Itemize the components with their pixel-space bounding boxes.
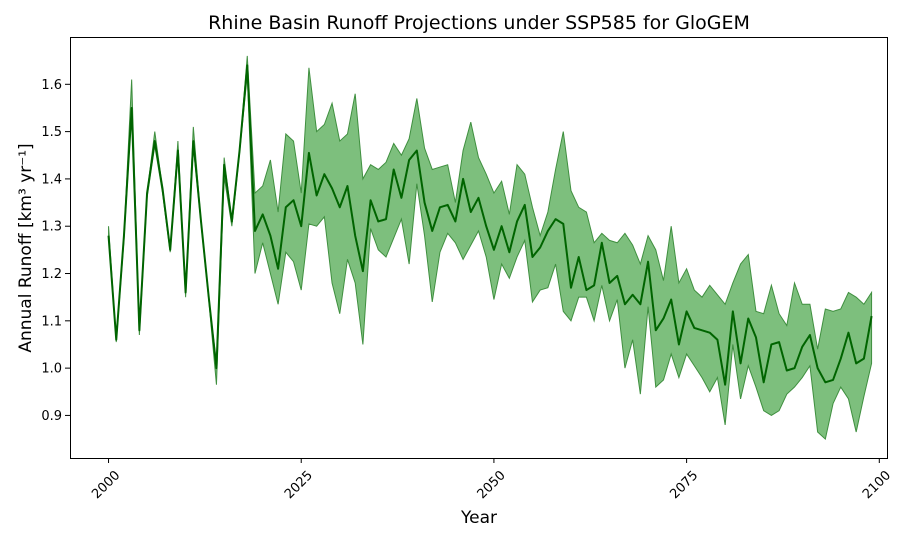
y-tick-label: 1.3 xyxy=(41,220,62,235)
y-tick-label: 1.1 xyxy=(41,314,62,329)
uncertainty-band xyxy=(108,55,873,441)
mean-runoff-line xyxy=(107,64,873,386)
y-tick-label: 1.4 xyxy=(41,172,62,187)
x-tick-label: 2000 xyxy=(89,468,123,502)
y-tick-label: 1.0 xyxy=(41,362,62,377)
x-tick-label: 2100 xyxy=(860,468,894,502)
x-tick-label: 2075 xyxy=(667,468,701,502)
x-axis-label: Year xyxy=(460,508,497,528)
y-axis: 0.9 1.0 1.1 1.2 1.3 1.4 1.5 1.6 xyxy=(41,78,70,424)
y-tick-label: 1.6 xyxy=(41,78,62,93)
y-tick-label: 0.9 xyxy=(41,409,62,424)
y-tick-label: 1.5 xyxy=(41,125,62,140)
y-tick-label: 1.2 xyxy=(41,267,62,282)
x-axis: 2000 2025 2050 2075 2100 xyxy=(89,458,894,502)
plot-area xyxy=(107,55,873,441)
y-axis-label: Annual Runoff [km³ yr⁻¹] xyxy=(16,143,36,352)
plot-frame xyxy=(70,37,888,459)
x-tick-label: 2050 xyxy=(475,468,509,502)
x-tick-label: 2025 xyxy=(282,468,316,502)
chart-title: Rhine Basin Runoff Projections under SSP… xyxy=(208,12,750,34)
